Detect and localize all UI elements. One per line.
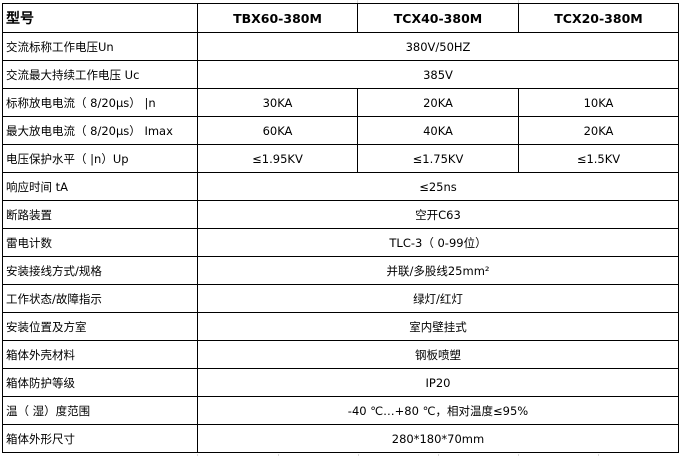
table-row: 箱体外壳材料 钢板喷塑: [2, 340, 679, 369]
row-value: IP20: [197, 368, 679, 397]
row-label: 安装接线方式/规格: [2, 256, 198, 285]
row-label: 安装位置及方室: [2, 312, 198, 341]
table-row: 箱体外形尺寸 280*180*70mm: [2, 424, 679, 453]
row-value: TLC-3（ 0-99位）: [197, 228, 679, 257]
row-value: 10KA: [518, 88, 679, 117]
model-header: TBX60-380M: [197, 3, 358, 33]
row-label: 雷电计数: [2, 228, 198, 257]
row-value: 绿灯/红灯: [197, 284, 679, 313]
row-value: 30KA: [197, 88, 358, 117]
gridline: [357, 0, 358, 3]
row-label: 箱体外形尺寸: [2, 424, 198, 453]
row-value: 20KA: [357, 88, 519, 117]
row-label: 断路装置: [2, 200, 198, 229]
gridline: [598, 454, 599, 456]
header-row: 型号 TBX60-380M TCX40-380M TCX20-380M: [2, 3, 679, 33]
row-label: 工作状态/故障指示: [2, 284, 198, 313]
gridline: [197, 454, 198, 456]
row-label: 响应时间 tA: [2, 172, 198, 201]
table-row: 标称放电电流（ 8/20μs） |n 30KA 20KA 10KA: [2, 88, 679, 117]
table-row: 工作状态/故障指示 绿灯/红灯: [2, 284, 679, 313]
table-row: 电压保护水平（ |n）Up ≤1.95KV ≤1.75KV ≤1.5KV: [2, 144, 679, 173]
row-value: ≤1.95KV: [197, 144, 358, 173]
row-label: 电压保护水平（ |n）Up: [2, 144, 198, 173]
table-row: 交流最大持续工作电压 Uc 385V: [2, 60, 679, 89]
table-row: 箱体防护等级 IP20: [2, 368, 679, 397]
row-value: 并联/多股线25mm²: [197, 256, 679, 285]
row-value: 20KA: [518, 116, 679, 145]
table-row: 温（ 湿）度范围 -40 ℃…+80 ℃，相对温度≤95%: [2, 396, 679, 425]
table-row: 最大放电电流（ 8/20μs） Imax 60KA 40KA 20KA: [2, 116, 679, 145]
row-value: -40 ℃…+80 ℃，相对温度≤95%: [197, 396, 679, 425]
row-label: 箱体防护等级: [2, 368, 198, 397]
gridline: [438, 454, 439, 456]
row-label: 箱体外壳材料: [2, 340, 198, 369]
table-row: 雷电计数 TLC-3（ 0-99位）: [2, 228, 679, 257]
gridline: [518, 454, 519, 456]
row-value: ≤1.5KV: [518, 144, 679, 173]
table-row: 安装位置及方室 室内壁挂式: [2, 312, 679, 341]
row-value: 385V: [197, 60, 679, 89]
row-label: 标称放电电流（ 8/20μs） |n: [2, 88, 198, 117]
row-value: 空开C63: [197, 200, 679, 229]
row-value: 280*180*70mm: [197, 424, 679, 453]
spec-table: 型号 TBX60-380M TCX40-380M TCX20-380M 交流标称…: [2, 3, 679, 453]
gridline: [358, 454, 359, 456]
row-value: 380V/50HZ: [197, 32, 679, 61]
model-header: TCX40-380M: [357, 3, 519, 33]
table-row: 断路装置 空开C63: [2, 200, 679, 229]
header-label: 型号: [2, 3, 198, 33]
row-value: 钢板喷塑: [197, 340, 679, 369]
row-label: 交流标称工作电压Un: [2, 32, 198, 61]
row-value: 40KA: [357, 116, 519, 145]
table-row: 交流标称工作电压Un 380V/50HZ: [2, 32, 679, 61]
row-label: 交流最大持续工作电压 Uc: [2, 60, 198, 89]
row-label: 最大放电电流（ 8/20μs） Imax: [2, 116, 198, 145]
gridline: [278, 454, 279, 456]
model-header: TCX20-380M: [518, 3, 679, 33]
row-value: ≤1.75KV: [357, 144, 519, 173]
row-label: 温（ 湿）度范围: [2, 396, 198, 425]
gridline: [518, 0, 519, 3]
row-value: 60KA: [197, 116, 358, 145]
row-value: ≤25ns: [197, 172, 679, 201]
row-value: 室内壁挂式: [197, 312, 679, 341]
table-row: 安装接线方式/规格 并联/多股线25mm²: [2, 256, 679, 285]
table-row: 响应时间 tA ≤25ns: [2, 172, 679, 201]
